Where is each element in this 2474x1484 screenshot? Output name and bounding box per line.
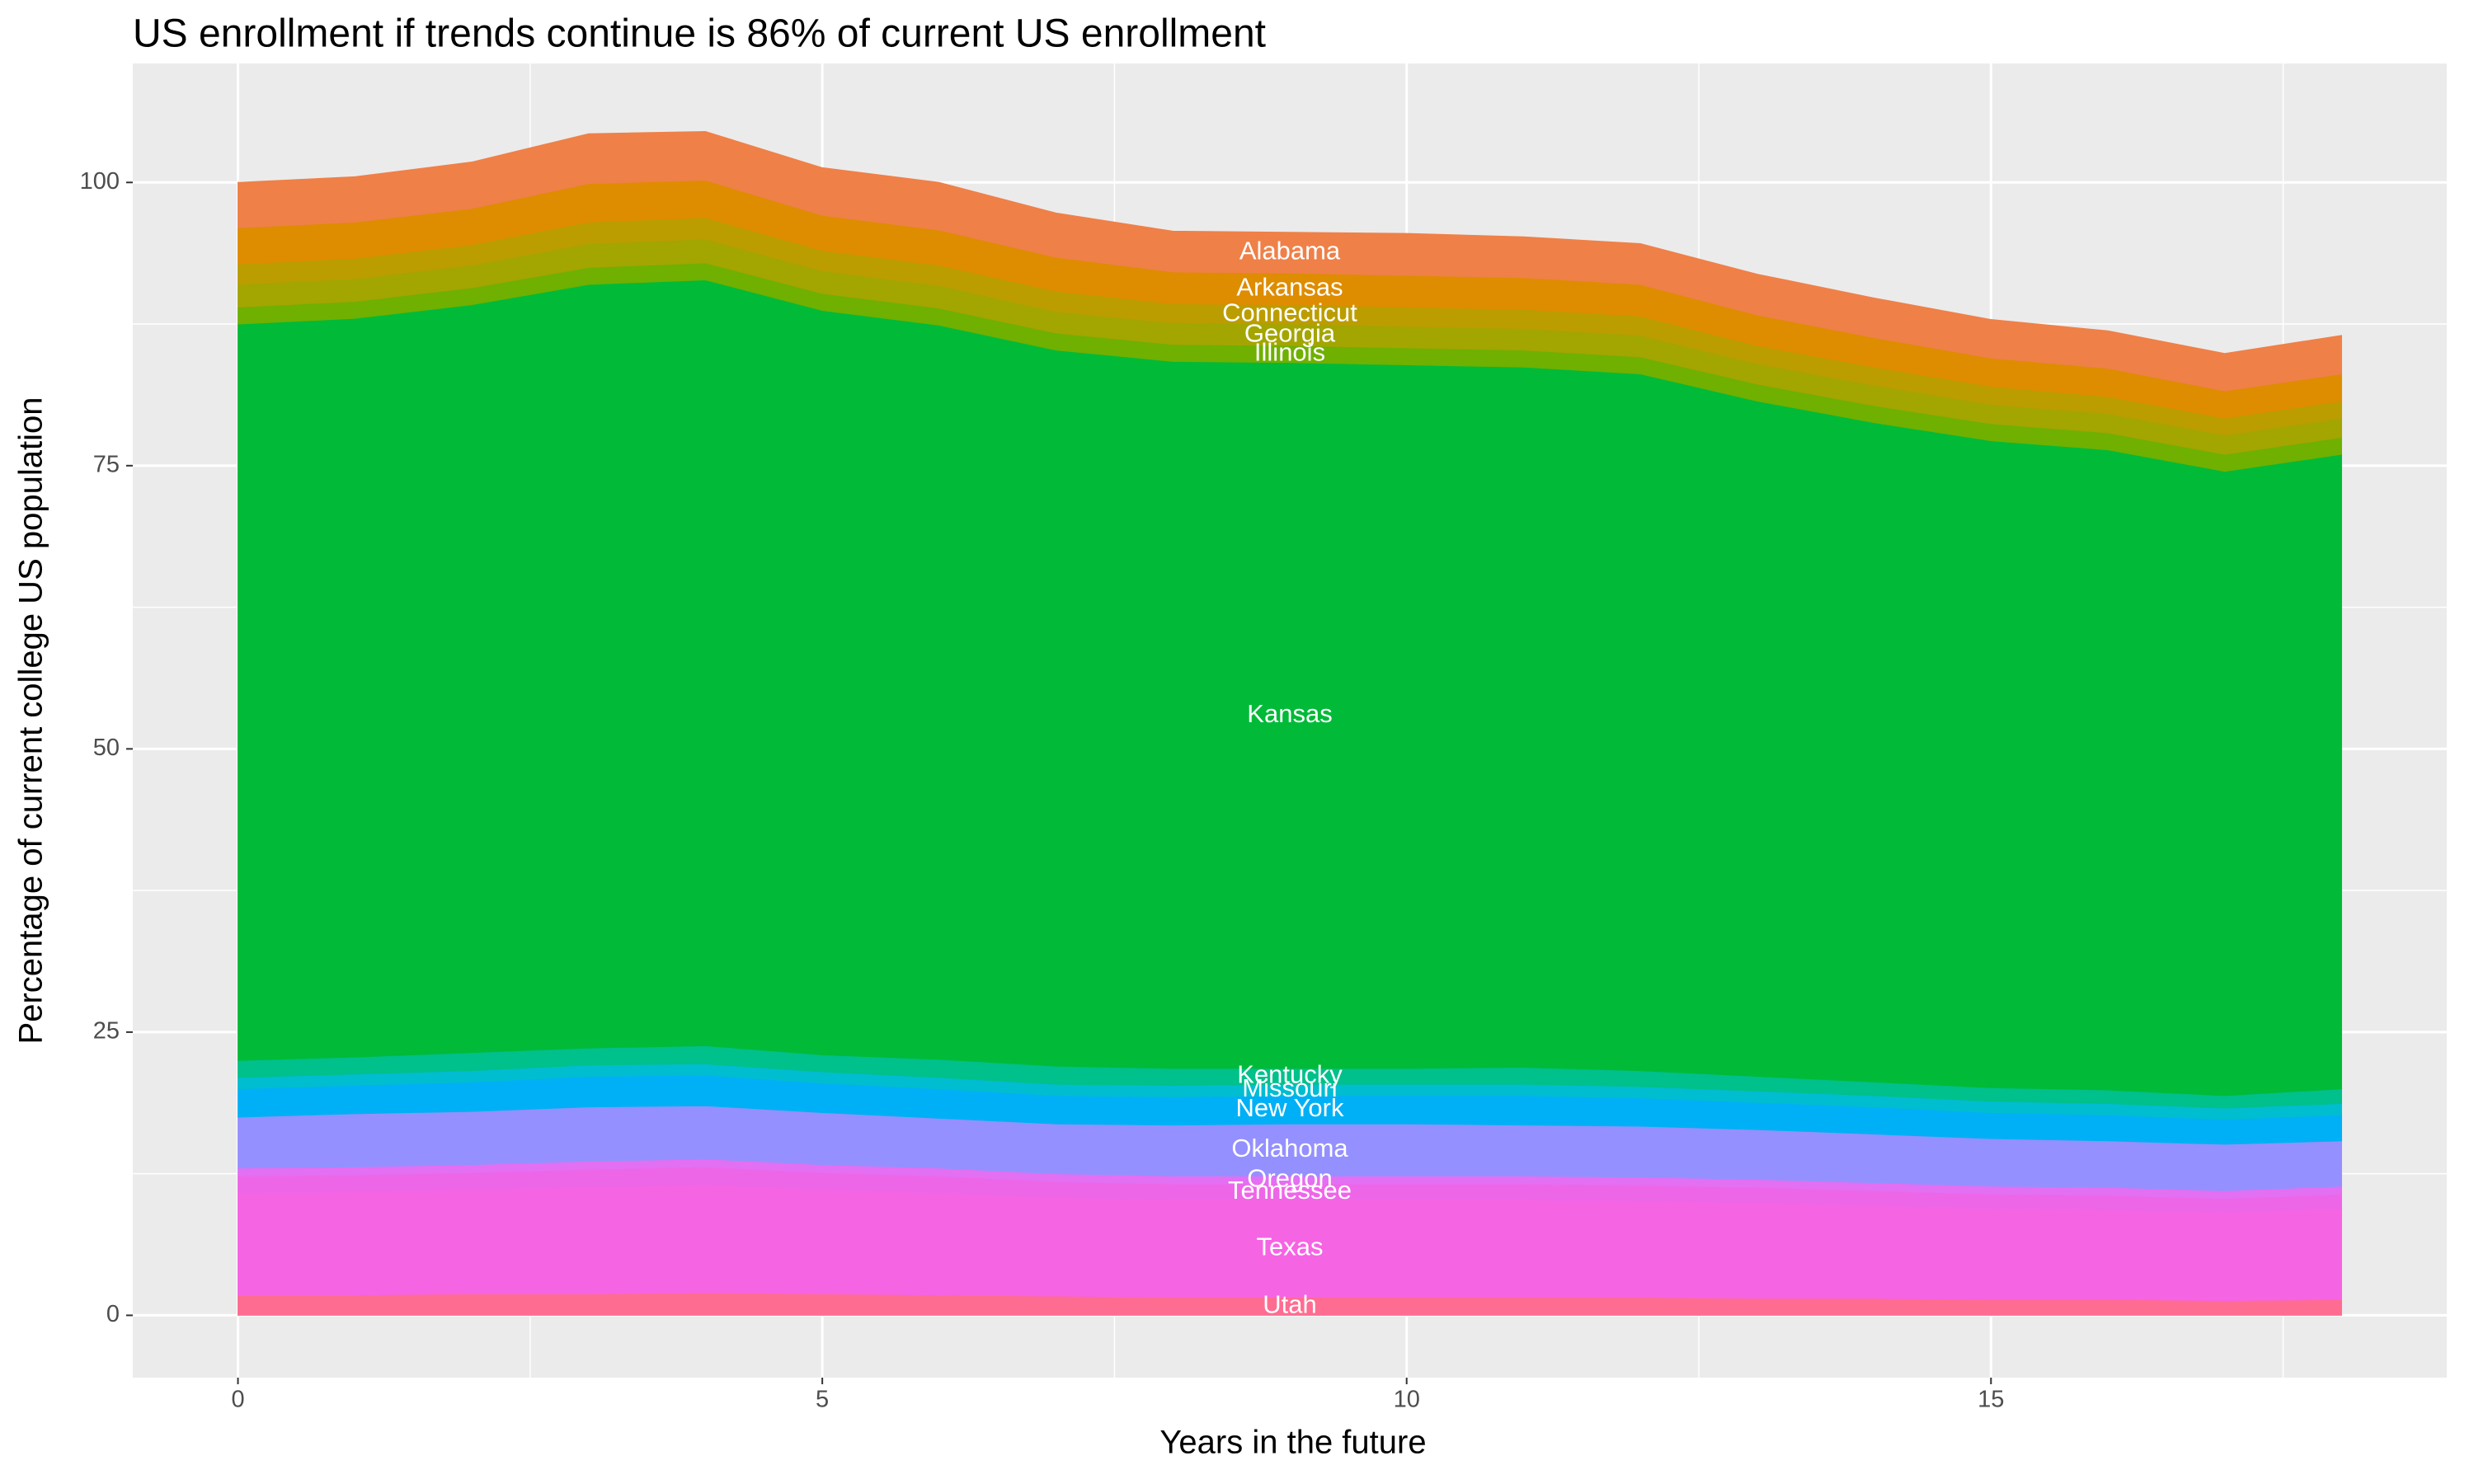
area-label: Kansas — [1247, 699, 1332, 728]
area-label: Connecticut — [1222, 298, 1357, 327]
y-tick-label: 50 — [93, 735, 120, 761]
x-tick-label: 0 — [231, 1387, 244, 1413]
area-label: Kentucky — [1237, 1060, 1343, 1089]
area-label: Utah — [1263, 1290, 1316, 1319]
y-tick-label: 0 — [106, 1301, 120, 1327]
y-axis-title: Percentage of current college US populat… — [13, 397, 49, 1045]
area-label: Oklahoma — [1231, 1134, 1348, 1162]
area-label: Alabama — [1239, 237, 1341, 265]
area-label: Tennessee — [1228, 1176, 1352, 1205]
y-tick-label: 100 — [80, 168, 120, 195]
y-tick-label: 25 — [93, 1018, 120, 1045]
area — [238, 130, 2342, 392]
area-label: New York — [1236, 1093, 1344, 1122]
area-label: Texas — [1257, 1233, 1324, 1261]
area-label: Oregon — [1247, 1163, 1332, 1192]
x-tick-label: 15 — [1978, 1387, 2004, 1413]
x-axis-title: Years in the future — [1159, 1425, 1426, 1461]
y-tick-label: 75 — [93, 451, 120, 477]
x-tick-label: 5 — [816, 1387, 829, 1413]
area-label: Missouri — [1242, 1073, 1337, 1102]
area-label: Illinois — [1254, 338, 1325, 367]
area-label: Georgia — [1244, 318, 1336, 347]
x-tick-label: 10 — [1394, 1387, 1420, 1413]
area-label: Arkansas — [1236, 273, 1343, 302]
chart-title: US enrollment if trends continue is 86% … — [133, 12, 1266, 56]
